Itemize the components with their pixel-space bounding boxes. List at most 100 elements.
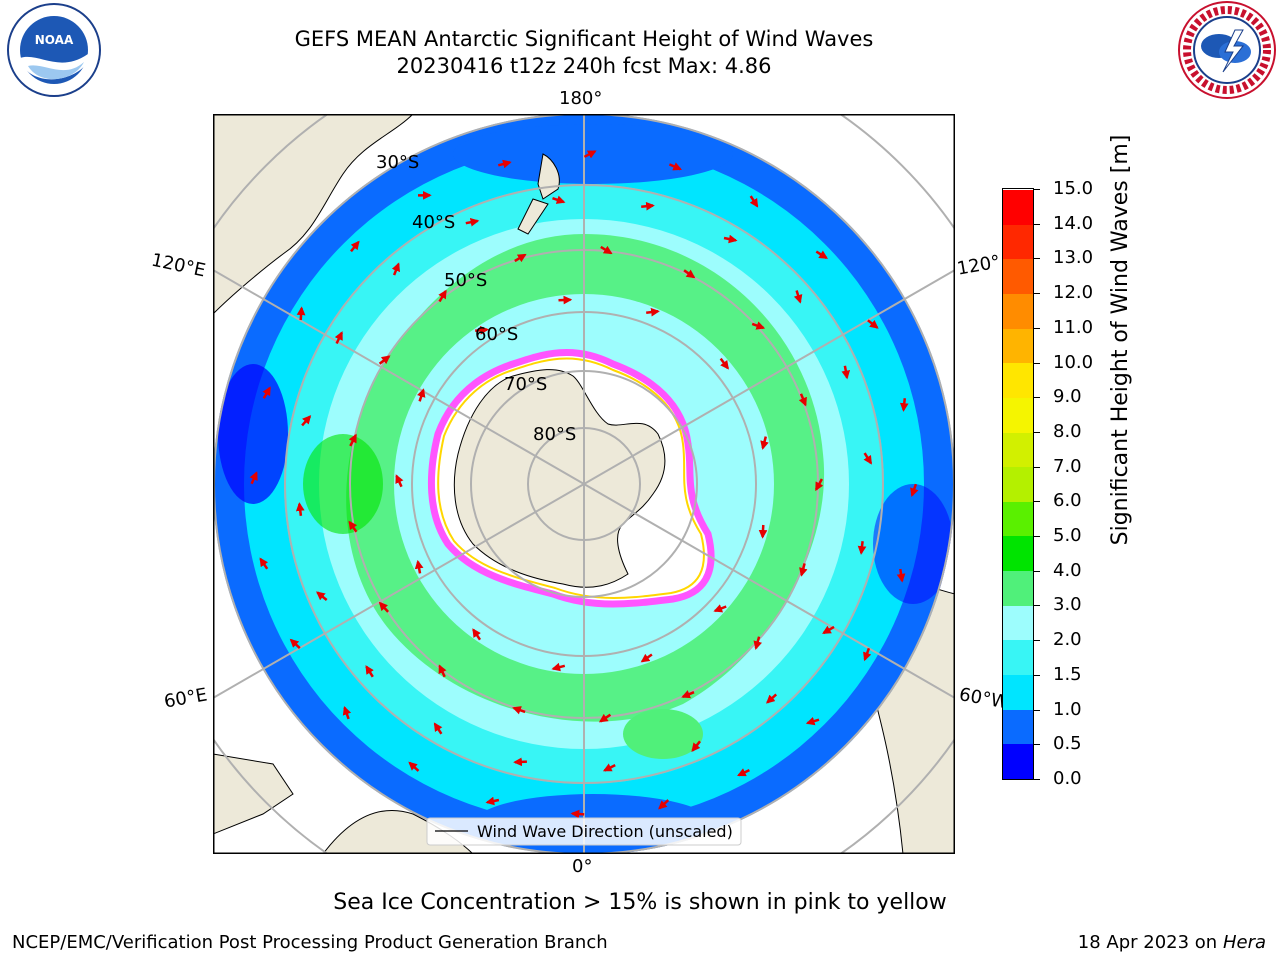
chart-title: GEFS MEAN Antarctic Significant Height o… [294,27,874,51]
wind-wave-arrow [602,763,616,772]
lon-label-120e: 120°E [149,249,208,282]
wind-wave-arrow [570,809,585,819]
wind-wave-arrow [822,625,835,635]
colorbar-tick-label: 5.0 [1053,525,1082,547]
wind-wave-arrow [552,195,566,204]
colorbar [1002,188,1034,780]
colorbar-tick-label: 8.0 [1053,420,1082,442]
lon-label-120w: 120°W [955,251,1003,280]
colorbar-tick-label: 4.0 [1053,559,1082,581]
lat-label-70s: 70°S [504,374,548,395]
colorbar-segment [1003,743,1033,779]
colorbar-tick-label: 3.0 [1053,594,1082,616]
wind-wave-arrow [558,295,573,305]
lat-label-80s: 80°S [533,424,577,445]
wind-wave-arrow [414,559,424,574]
colorbar-tick [1034,536,1040,538]
colorbar-segment [1003,224,1033,260]
wind-wave-arrow [668,162,683,171]
colorbar-tick [1034,744,1040,746]
wind-wave-arrow [753,636,762,650]
wind-wave-arrow [713,604,727,613]
colorbar-tick [1034,779,1040,780]
polar-map: Wind Wave Direction (unscaled) [213,114,955,854]
wind-wave-arrow [805,716,820,726]
wind-wave-arrow [899,398,909,412]
colorbar-tick-label: 13.0 [1053,247,1094,269]
wind-wave-arrow [378,601,390,613]
colorbar-tick [1034,397,1040,399]
chart-subtitle: 20230416 t12z 240h fcst Max: 4.86 [396,54,772,78]
wind-wave-arrow [514,253,527,263]
colorbar-segment [1003,466,1033,502]
colorbar-tick [1034,189,1040,190]
wind-wave-arrow [249,471,258,485]
wind-wave-arrow [766,693,778,704]
legend-box: Wind Wave Direction (unscaled) [426,817,742,846]
wind-wave-arrow [417,388,426,402]
colorbar-tick-label: 0.5 [1053,733,1082,755]
colorbar-segment [1003,535,1033,572]
colorbar-tick-label: 1.0 [1053,698,1082,720]
wind-wave-arrow [737,768,750,777]
colorbar-tick-label: 10.0 [1053,351,1094,373]
colorbar-tick-label: 14.0 [1053,212,1094,234]
colorbar-tick [1034,293,1040,295]
wind-wave-arrow [681,690,695,699]
wind-wave-arrow [863,647,872,662]
wind-wave-arrow [749,195,759,208]
wind-wave-arrow [751,321,766,330]
colorbar-segment [1003,328,1033,364]
colorbar-segment [1003,605,1033,641]
wind-wave-arrow [799,563,808,577]
wind-wave-arrow [485,796,500,806]
colorbar-tick [1034,674,1040,676]
wind-wave-arrow [408,761,420,772]
colorbar-title: Significant Height of Wind Waves [m] [1108,134,1133,546]
wind-wave-arrows [249,150,919,819]
colorbar-tick-label: 9.0 [1053,386,1082,408]
wind-wave-arrow [438,289,447,303]
wind-wave-arrow [350,240,360,253]
colorbar-tick [1034,570,1040,572]
colorbar-segment [1003,293,1033,329]
wind-wave-arrow [378,355,391,365]
colorbar-tick [1034,327,1040,329]
wind-wave-arrow [433,722,443,735]
wind-wave-arrow [348,433,357,447]
wind-wave-arrow [896,568,906,583]
colorbar-tick [1034,640,1040,642]
wind-wave-arrow [513,757,527,767]
noaa-logo: NOAA [7,3,101,97]
wind-wave-arrow [867,319,879,329]
wind-wave-arrow [598,713,612,723]
wind-wave-arrow [301,415,312,427]
wind-wave-arrow [815,250,828,259]
colorbar-tick [1034,258,1040,260]
wind-wave-arrow [475,325,489,335]
land-australia [213,114,414,315]
colorbar-segment [1003,432,1033,468]
colorbar-tick-label: 0.0 [1053,768,1082,789]
wind-wave-arrow [640,653,653,663]
legend-label: Wind Wave Direction (unscaled) [477,822,733,841]
lon-label-0: 0° [572,856,593,877]
colorbar-tick-label: 1.5 [1053,663,1082,685]
colorbar-segment [1003,397,1033,433]
sea-ice-note: Sea Ice Concentration > 15% is shown in … [333,890,947,915]
wind-wave-arrow [334,331,343,345]
colorbar-tick-label: 12.0 [1053,282,1094,304]
wind-wave-arrow [365,665,374,678]
svg-text:NOAA: NOAA [35,33,74,47]
colorbar-segment [1003,639,1033,676]
colorbar-segment [1003,258,1033,294]
wind-wave-arrow [296,306,306,321]
colorbar-tick [1034,362,1040,364]
wind-wave-arrow [438,664,447,678]
colorbar-tick-label: 15.0 [1053,178,1094,199]
lon-label-60e: 60°E [162,684,209,713]
wind-wave-arrow [760,436,769,450]
wind-wave-arrow [841,365,851,380]
footer-host: Hera [1222,932,1266,953]
wind-wave-arrow [259,557,269,570]
